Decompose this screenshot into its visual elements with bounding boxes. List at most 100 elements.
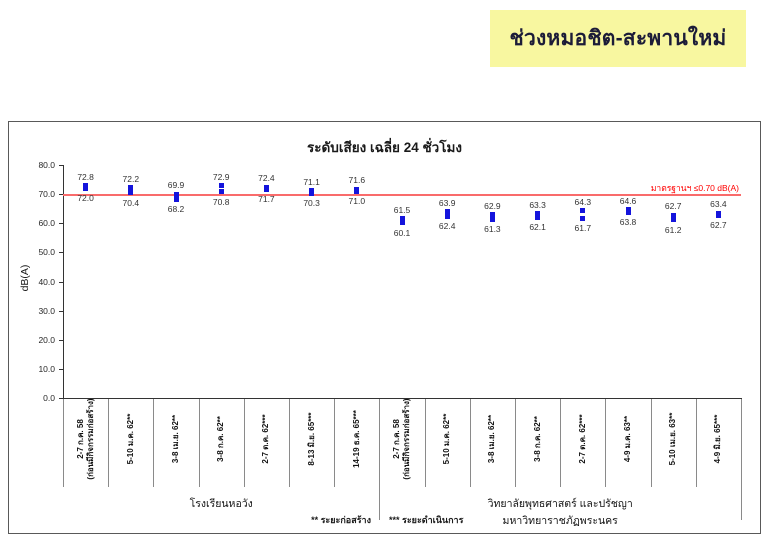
data-label-upper: 63.4 [710,199,727,210]
category-separator [741,399,742,520]
data-label-lower: 68.2 [167,204,185,215]
y-tick-mark [59,281,63,283]
data-label-lower: 63.8 [619,217,637,228]
data-label-lower: 61.2 [664,224,682,235]
group-label-1: โรงเรียนหอวัง [189,498,253,510]
category-separator [379,399,380,520]
data-marker [399,216,405,222]
y-tick-label: 30.0 [38,305,55,316]
data-marker [670,212,676,218]
y-tick-label: 0.0 [43,393,55,403]
data-label-lower: 61.3 [484,224,501,235]
data-marker [309,190,315,196]
data-marker [715,212,721,218]
data-label-upper: 72.8 [77,171,94,182]
data-marker [580,208,586,214]
y-tick-mark [59,194,63,196]
data-marker [535,211,541,217]
data-marker [173,191,179,197]
category-separator [696,399,697,487]
footnote-operation: *** ระยะดำเนินการ [389,515,464,525]
chart-title: ระดับเสียง เฉลี่ย 24 ชั่วโมง [307,140,462,155]
data-label-lower: 70.8 [212,196,230,207]
data-marker [580,215,586,221]
data-marker [128,190,134,196]
footnote-construction: ** ระยะก่อสร้าง [311,515,371,525]
data-label-upper: 63.3 [529,199,546,210]
category-label: 4-9 มิ.ย. 65*** [713,414,723,464]
data-label-lower: 70.4 [122,197,140,208]
y-axis [63,165,64,398]
category-separator [334,399,335,487]
data-marker [444,209,450,215]
data-label-lower: 62.1 [529,222,546,233]
y-tick-label: 60.0 [38,218,55,229]
category-separator [244,399,245,487]
data-label-upper: 69.9 [167,180,185,191]
route-banner-text: ช่วงหมอชิต-สะพานใหม่ [509,27,727,50]
category-separator [63,399,64,487]
data-label-lower: 71.7 [258,194,275,205]
category-separator [425,399,426,487]
y-tick-label: 80.0 [38,160,55,170]
data-marker [173,196,179,202]
data-label-upper: 61.5 [393,204,411,215]
data-marker [535,214,541,220]
category-separator [108,399,109,487]
data-label-lower: 72.0 [77,193,94,204]
y-tick-label: 40.0 [38,276,55,287]
data-label-upper: 62.7 [664,201,682,212]
data-label-upper: 71.6 [348,175,366,186]
y-tick-label: 10.0 [38,363,55,374]
data-label-upper: 72.4 [258,173,275,184]
data-marker [399,220,405,226]
data-label-lower: 62.7 [710,220,727,231]
data-marker [128,185,134,191]
y-tick-label: 70.0 [38,189,55,200]
data-label-lower: 70.3 [303,198,320,209]
data-label-upper: 72.2 [122,173,140,184]
data-label-upper: 63.9 [438,197,456,208]
category-separator [605,399,606,487]
y-tick-mark [59,165,63,166]
category-separator [199,399,200,487]
y-tick-mark [59,398,63,399]
data-marker [218,189,224,195]
data-label-upper: 71.1 [303,176,320,187]
data-marker [489,212,495,218]
route-banner: ช่วงหมอชิต-สะพานใหม่ [490,10,746,67]
y-tick-mark [59,310,63,312]
standard-line [63,194,741,196]
category-separator [651,399,652,487]
data-marker [218,183,224,189]
category-separator [560,399,561,487]
data-marker [625,209,631,215]
y-tick-label: 50.0 [38,247,55,258]
data-label-lower: 62.4 [438,221,456,232]
x-axis [63,398,742,399]
noise-chart: ระดับเสียง เฉลี่ย 24 ชั่วโมง dB(A) มาตรฐ… [8,121,761,534]
data-marker [670,217,676,223]
data-marker [444,213,450,219]
data-marker [83,185,89,191]
data-marker [489,216,495,222]
category-separator [470,399,471,487]
y-tick-label: 20.0 [38,334,55,345]
data-marker [263,186,269,192]
category-separator [153,399,154,487]
category-separator [289,399,290,487]
group-label-2: วิทยาลัยพุทธศาสตร์ และปรัชญา มหาวิทยาราชภ… [487,498,633,527]
data-label-upper: 72.9 [212,171,230,182]
data-label-upper: 64.6 [619,195,637,206]
data-label-upper: 62.9 [484,200,501,211]
data-label-lower: 61.7 [574,223,592,234]
data-label-lower: 71.0 [348,196,366,207]
data-marker [354,188,360,194]
y-tick-mark [59,339,63,341]
category-separator [515,399,516,487]
y-tick-mark [59,252,63,254]
data-label-lower: 60.1 [393,227,411,238]
y-tick-mark [59,368,63,370]
data-label-upper: 64.3 [574,196,592,207]
standard-line-label: มาตรฐานฯ ≤0.70 dB(A) [650,183,739,193]
